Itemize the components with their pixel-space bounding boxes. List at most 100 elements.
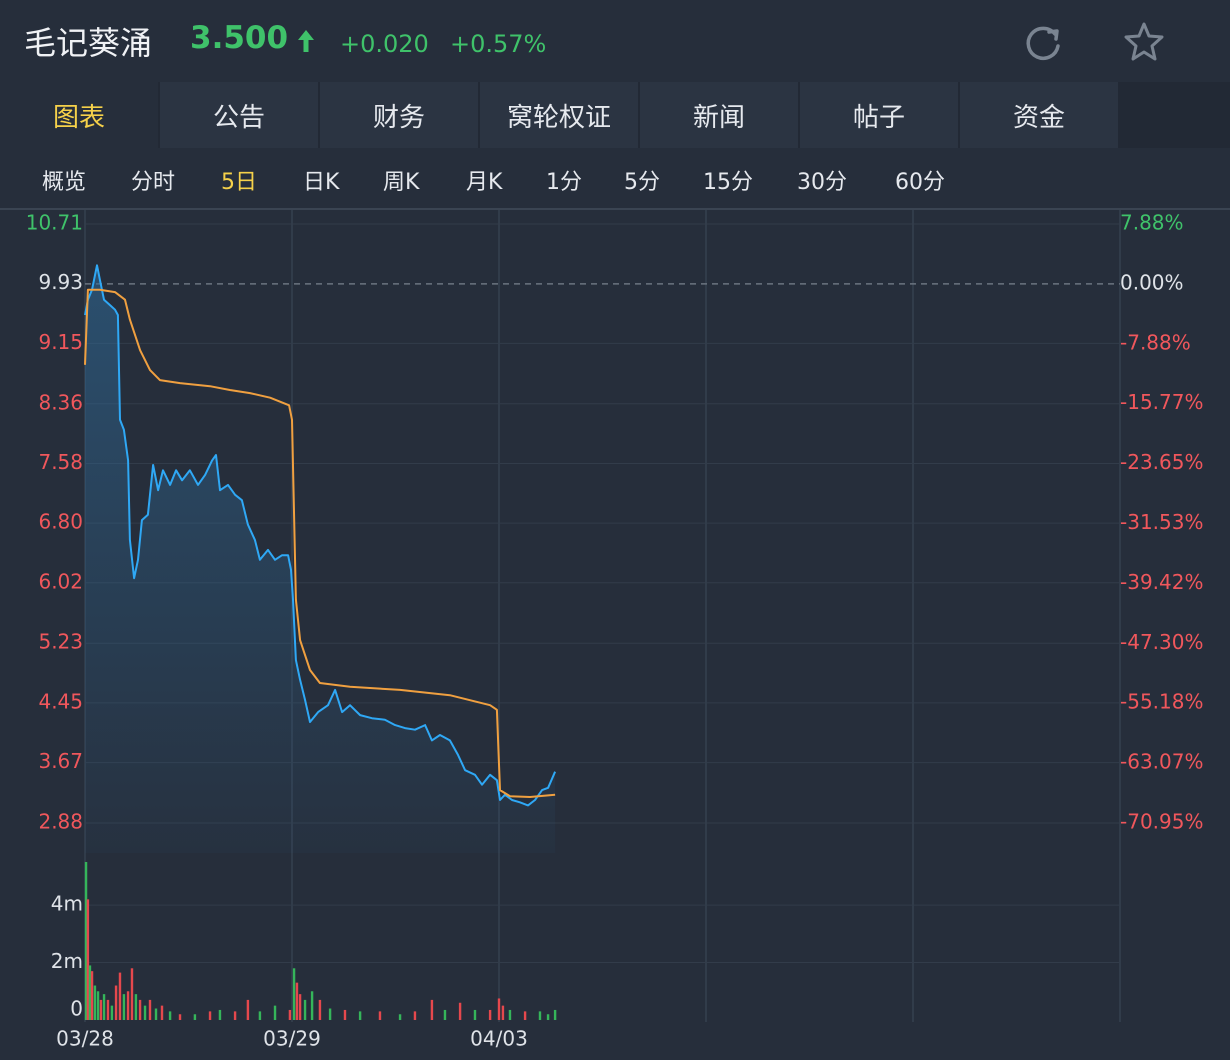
- tab[interactable]: 窝轮权证: [480, 82, 638, 148]
- period-tab[interactable]: 5分: [624, 170, 660, 195]
- volume-bar: [134, 994, 138, 1020]
- volume-bar: [233, 1011, 237, 1020]
- volume-bar: [208, 1011, 212, 1020]
- y2-tick-label: -15.77%: [1120, 390, 1203, 414]
- y2-tick-label: -7.88%: [1120, 330, 1191, 354]
- volume-bar: [553, 1009, 557, 1020]
- period-tab[interactable]: 日K: [303, 170, 340, 195]
- volume-tick-label: 4m: [51, 892, 83, 916]
- period-bar: 概览 分时 5日 日K 周K 月K 1分 5分 15分 30分 60分: [0, 158, 1230, 198]
- volume-bar: [218, 1009, 222, 1020]
- volume-bar: [90, 971, 94, 1020]
- tab[interactable]: 资金: [960, 82, 1118, 148]
- y-tick-label: 3.67: [38, 749, 83, 773]
- stock-name: 毛记葵涌: [24, 24, 153, 62]
- tab[interactable]: 公告: [160, 82, 318, 148]
- period-tab[interactable]: 15分: [703, 170, 753, 195]
- y2-tick-label: 7.88%: [1120, 211, 1184, 235]
- period-tab[interactable]: 分时: [131, 170, 176, 195]
- y-tick-label: 4.45: [38, 689, 83, 713]
- tab[interactable]: 财务: [320, 82, 478, 148]
- volume-bar: [178, 1014, 182, 1020]
- volume-bar: [88, 965, 92, 1020]
- stock-price: 3.500: [190, 20, 289, 56]
- y-tick-label: 8.36: [38, 390, 83, 414]
- volume-bar: [99, 999, 103, 1020]
- y-tick-label: 7.58: [38, 450, 83, 474]
- average-line: [84, 288, 556, 798]
- volume-bar: [298, 994, 302, 1020]
- volume-bar: [328, 1008, 332, 1020]
- x-tick-label: 03/29: [263, 1027, 321, 1051]
- volume-bar: [458, 1002, 462, 1020]
- period-tab[interactable]: 5日: [221, 170, 257, 195]
- volume-bar: [538, 1011, 542, 1020]
- volume-bar: [110, 1005, 114, 1020]
- volume-bar: [292, 968, 296, 1020]
- x-tick-label: 03/28: [56, 1027, 114, 1051]
- y2-tick-label: -31.53%: [1120, 510, 1203, 534]
- volume-bar: [378, 1011, 382, 1020]
- volume-bar: [413, 1011, 417, 1020]
- volume-bar: [160, 1005, 164, 1020]
- volume-bar: [473, 1009, 477, 1020]
- volume-bar: [523, 1011, 527, 1020]
- y2-tick-label: -39.42%: [1120, 570, 1203, 594]
- y-tick-label: 9.15: [38, 330, 83, 354]
- volume-bar: [118, 972, 122, 1020]
- volume-bar: [497, 998, 501, 1020]
- y-tick-label: 9.93: [38, 270, 83, 294]
- volume-tick-label: 2m: [51, 949, 83, 973]
- up-arrow: [298, 30, 314, 52]
- period-tab[interactable]: 1分: [546, 170, 582, 195]
- period-tab[interactable]: 月K: [466, 170, 503, 195]
- x-tick-label: 04/03: [470, 1027, 528, 1051]
- y2-tick-label: 0.00%: [1120, 270, 1184, 294]
- volume-bar: [288, 1009, 292, 1020]
- volume-bar: [488, 1009, 492, 1020]
- period-tab[interactable]: 概览: [42, 170, 87, 195]
- volume-bar: [96, 991, 100, 1020]
- y2-tick-label: -23.65%: [1120, 450, 1203, 474]
- volume-bar: [258, 1011, 262, 1020]
- volume-bar: [84, 862, 88, 1020]
- volume-bar: [443, 1009, 447, 1020]
- y2-tick-label: -63.07%: [1120, 750, 1203, 774]
- tab[interactable]: 新闻: [640, 82, 798, 148]
- volume-bar: [193, 1014, 197, 1020]
- volume-bar: [130, 968, 134, 1020]
- refresh-button[interactable]: [1022, 22, 1064, 64]
- price-area: [85, 265, 556, 853]
- price-change-percent: +0.57%: [450, 30, 547, 58]
- y-tick-label: 6.80: [38, 510, 83, 534]
- y-tick-label: 6.02: [38, 569, 83, 593]
- tab[interactable]: 帖子: [800, 82, 958, 148]
- period-tab[interactable]: 周K: [383, 170, 420, 195]
- volume-bar: [168, 1011, 172, 1020]
- volume-bar: [358, 1011, 362, 1020]
- volume-bar: [86, 899, 90, 1020]
- volume-bar: [114, 985, 118, 1020]
- tab[interactable]: 图表: [0, 82, 158, 148]
- volume-bar: [138, 999, 142, 1020]
- volume-bar: [143, 1005, 147, 1020]
- volume-bar: [154, 1008, 158, 1020]
- volume-bar: [398, 1014, 402, 1020]
- period-tab[interactable]: 60分: [895, 170, 945, 195]
- volume-bar: [430, 999, 434, 1020]
- period-tab[interactable]: 30分: [797, 170, 847, 195]
- favorite-button[interactable]: [1122, 20, 1166, 64]
- y-tick-label: 5.23: [38, 630, 83, 654]
- volume-bar: [102, 994, 106, 1020]
- y2-tick-label: -55.18%: [1120, 690, 1203, 714]
- volume-tick-label: 0: [70, 997, 83, 1021]
- header: 毛记葵涌 3.500 +0.020 +0.57%: [0, 0, 1230, 82]
- volume-bar: [303, 999, 307, 1020]
- volume-bar: [310, 991, 314, 1020]
- price-change: +0.020: [340, 30, 429, 58]
- volume-bar: [246, 999, 250, 1020]
- volume-bar: [126, 991, 130, 1020]
- y2-tick-label: -70.95%: [1120, 810, 1203, 834]
